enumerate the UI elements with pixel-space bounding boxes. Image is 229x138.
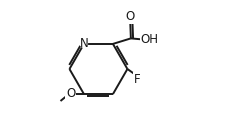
Text: N: N — [79, 37, 88, 50]
Circle shape — [80, 40, 87, 47]
Text: OH: OH — [140, 33, 158, 46]
Text: F: F — [133, 73, 140, 86]
Text: O: O — [125, 10, 134, 23]
Text: O: O — [66, 87, 75, 100]
